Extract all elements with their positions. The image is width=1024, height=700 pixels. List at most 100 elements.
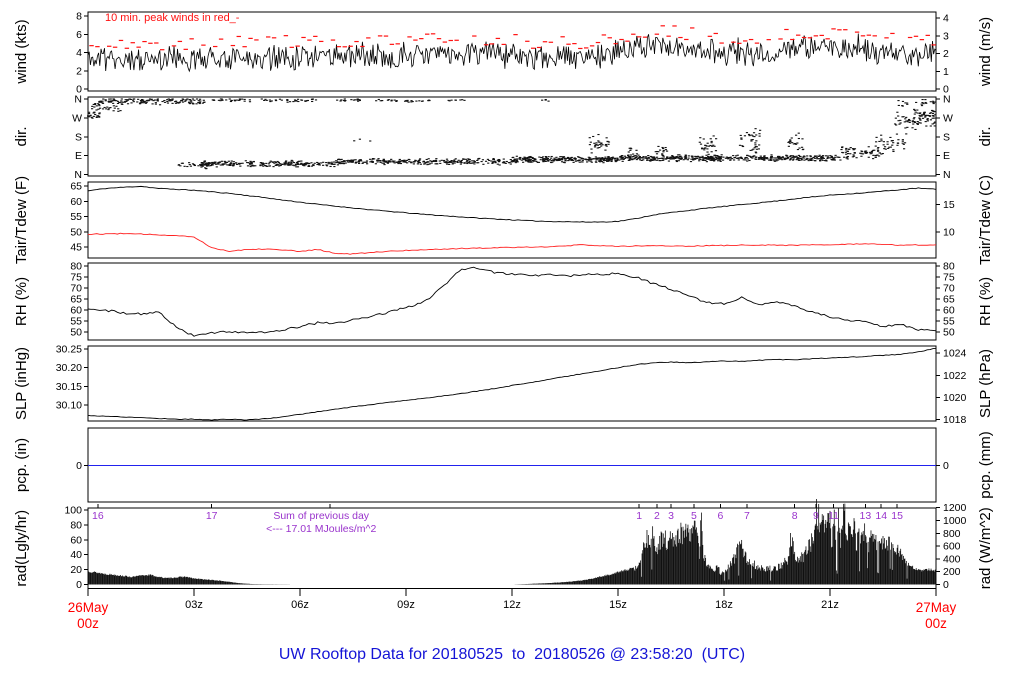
dir-dot xyxy=(110,100,113,103)
dir-dot xyxy=(547,159,550,162)
dir-dot xyxy=(883,148,886,150)
dir-dot xyxy=(646,159,649,161)
dir-dot xyxy=(113,107,116,109)
dir-dot xyxy=(125,100,128,103)
dir-dot xyxy=(754,144,757,146)
dir-dot xyxy=(759,155,762,157)
dir-dot xyxy=(139,102,142,104)
dir-dot xyxy=(757,148,760,150)
dir-dot xyxy=(340,99,343,101)
wind-peak-dash xyxy=(218,38,224,40)
dir-dot xyxy=(622,158,625,160)
dir-dot xyxy=(284,162,287,164)
dir-dot xyxy=(225,161,229,163)
tick-label: 30.20 xyxy=(56,362,82,374)
dir-dot xyxy=(667,160,671,162)
dir-dot xyxy=(354,162,357,164)
wind-peak-dash xyxy=(118,39,124,42)
dir-dot xyxy=(91,117,94,119)
dir-dot xyxy=(286,99,289,101)
dir-dot xyxy=(546,159,549,161)
dir-dot xyxy=(829,155,832,157)
dir-dot xyxy=(387,99,390,101)
dir-dot xyxy=(492,157,495,160)
dir-dot xyxy=(404,160,407,162)
dir-dot xyxy=(661,159,664,161)
dir-dot xyxy=(583,158,586,160)
dir-dot xyxy=(137,98,140,100)
dir-dot xyxy=(510,160,514,162)
dir-dot xyxy=(560,159,564,161)
dir-dot xyxy=(458,161,462,163)
dir-dot xyxy=(851,156,854,158)
dir-dot xyxy=(736,154,739,156)
dir-dot xyxy=(270,100,273,102)
dir-dot xyxy=(111,100,114,102)
dir-dot xyxy=(404,161,407,163)
dir-dot xyxy=(600,142,603,144)
tick-label: E xyxy=(943,150,950,162)
wind-peak-dash xyxy=(142,40,147,43)
dir-dot xyxy=(377,158,380,160)
dir-dot xyxy=(901,100,905,102)
dir-dot xyxy=(902,116,905,118)
dir-dot xyxy=(648,159,651,161)
dir-dot xyxy=(929,101,932,103)
dir-dot xyxy=(371,158,374,160)
dir-dot xyxy=(816,158,819,160)
wind-peak-dash xyxy=(342,46,347,48)
dir-dot xyxy=(547,156,550,158)
dir-dot xyxy=(916,123,919,125)
dir-dot xyxy=(919,119,922,121)
dir-dot xyxy=(482,163,485,165)
dir-dot xyxy=(300,163,303,165)
dir-dot xyxy=(217,99,221,101)
dir-dot xyxy=(700,147,704,149)
dir-dot xyxy=(695,156,698,158)
dir-dot xyxy=(105,108,108,110)
rad-milestone-label: 1 xyxy=(636,510,642,522)
dir-dot xyxy=(924,121,927,123)
dir-dot xyxy=(250,164,253,166)
dir-dot xyxy=(929,125,932,127)
dir-dot xyxy=(358,99,361,102)
dir-dot xyxy=(713,159,716,161)
dir-dot xyxy=(290,159,293,161)
dir-dot xyxy=(368,158,372,160)
dir-dot xyxy=(913,108,916,110)
dir-dot xyxy=(200,163,203,165)
dir-dot xyxy=(191,102,194,104)
dir-dot xyxy=(177,164,180,166)
dir-dot xyxy=(707,155,710,157)
dir-dot xyxy=(574,159,577,161)
dir-dot xyxy=(918,113,921,115)
dir-dot xyxy=(329,165,332,168)
wind-peak-dash xyxy=(413,39,418,41)
dir-dot xyxy=(183,165,186,167)
panel-slp: 30.2530.2030.1530.101024102210201018SLP … xyxy=(13,344,994,426)
dir-dot xyxy=(515,159,518,162)
x-end-hour: 00z xyxy=(925,616,947,631)
dir-dot xyxy=(819,160,822,162)
tick-label: N xyxy=(943,94,951,106)
dir-dot xyxy=(294,164,297,166)
dir-dot xyxy=(600,143,603,145)
dir-dot xyxy=(358,160,361,162)
dir-dot xyxy=(749,156,753,158)
dir-dot xyxy=(706,148,709,150)
dir-dot xyxy=(353,140,356,142)
dir-dot xyxy=(846,156,849,158)
dir-dot xyxy=(265,162,268,164)
dir-dot xyxy=(107,101,111,103)
tick-label: S xyxy=(75,131,82,143)
dir-dot xyxy=(435,163,438,165)
rad-sum-annotation-line1: Sum of previous day xyxy=(273,510,369,522)
dir-dot xyxy=(300,99,304,101)
dir-dot xyxy=(678,157,681,159)
dir-dot xyxy=(156,100,159,102)
wind-peak-dash xyxy=(383,35,389,37)
dir-dot xyxy=(342,99,346,101)
rad-milestone-label: 8 xyxy=(792,510,798,522)
dir-dot xyxy=(721,159,725,161)
dir-dot xyxy=(581,159,584,161)
